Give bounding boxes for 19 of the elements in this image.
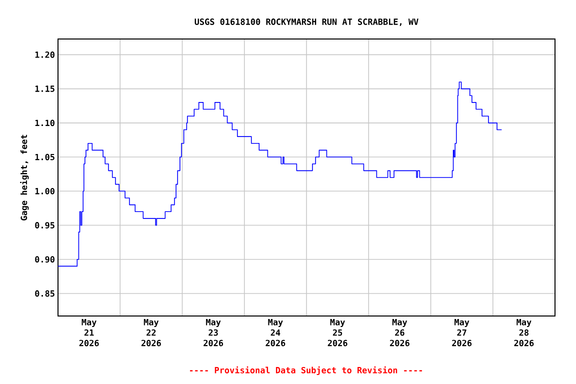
y-tick-label: 0.90: [35, 256, 54, 263]
text: ---- Provisional Data Subject to Revision ----: [190, 366, 422, 375]
x-tick-label: May 23 2026: [204, 319, 224, 346]
x-tick-label: May 27 2026: [452, 319, 472, 346]
y-tick-label: 1.20: [35, 51, 54, 58]
x-tick-label: May 22 2026: [141, 319, 161, 346]
x-tick-label: May 21 2026: [79, 319, 99, 346]
y-tick-label: 1.10: [35, 120, 54, 126]
chart-title: USGS 01618100 ROCKYMARSH RUN AT SCRABBLE, WV: [194, 18, 418, 26]
y-tick-label: 1.05: [35, 154, 54, 160]
x-tick-label: May 26 2026: [390, 319, 410, 346]
y-tick-label: 1.00: [35, 188, 54, 194]
x-tick-label: May 24 2026: [266, 319, 286, 346]
x-tick-label: May 25 2026: [328, 319, 348, 346]
x-tick-label: May 28 2026: [514, 319, 534, 346]
y-tick-label: 0.85: [35, 290, 54, 297]
y-tick-label: 0.95: [35, 222, 54, 228]
y-tick-label: 1.15: [35, 86, 54, 92]
y-axis-title: Gage height, feet: [20, 134, 29, 220]
